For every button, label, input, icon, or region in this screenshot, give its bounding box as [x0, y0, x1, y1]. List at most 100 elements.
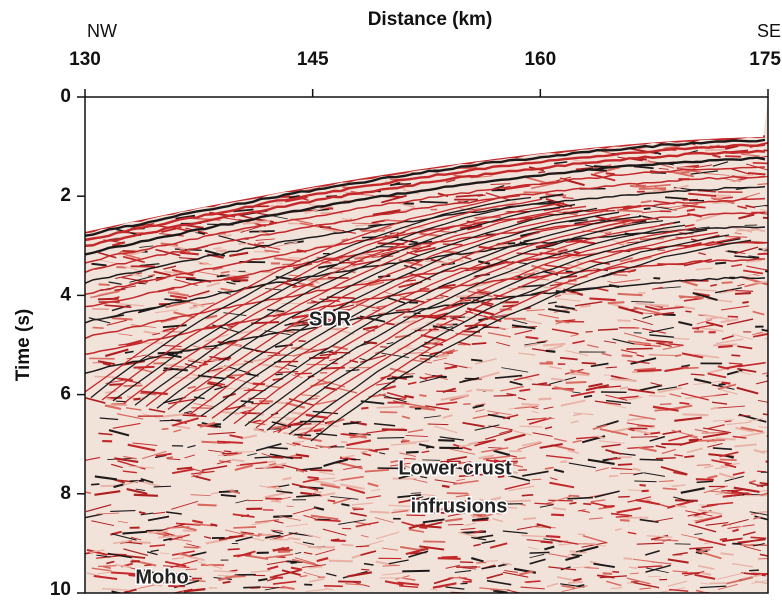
texture-stroke	[653, 305, 669, 306]
texture-stroke	[715, 263, 726, 264]
texture-stroke	[582, 363, 596, 364]
texture-stroke	[663, 488, 677, 489]
texture-stroke	[420, 395, 427, 396]
texture-stroke	[683, 414, 709, 415]
texture-stroke	[649, 355, 677, 356]
x-axis-label: Distance (km)	[368, 9, 493, 30]
texture-stroke	[162, 429, 169, 430]
texture-stroke	[375, 449, 389, 450]
texture-stroke	[352, 223, 380, 224]
texture-stroke	[612, 572, 619, 573]
texture-stroke	[701, 432, 729, 433]
texture-stroke	[548, 500, 573, 501]
texture-stroke	[224, 451, 231, 452]
texture-stroke	[377, 438, 404, 439]
texture-stroke	[176, 277, 196, 278]
texture-stroke	[286, 332, 295, 333]
texture-stroke	[228, 549, 240, 550]
texture-stroke	[472, 343, 487, 344]
texture-stroke	[238, 243, 247, 244]
texture-stroke	[543, 344, 565, 346]
texture-stroke	[139, 512, 145, 513]
texture-stroke	[705, 149, 725, 150]
texture-stroke	[98, 299, 119, 300]
texture-stroke	[331, 539, 340, 540]
texture-stroke	[494, 395, 514, 396]
texture-stroke	[233, 527, 256, 528]
texture-stroke	[356, 546, 370, 547]
texture-stroke	[522, 495, 533, 496]
texture-stroke	[361, 408, 368, 409]
texture-stroke	[402, 440, 410, 441]
texture-stroke	[617, 320, 630, 321]
texture-stroke	[520, 426, 543, 427]
texture-stroke	[623, 558, 632, 559]
texture-stroke	[154, 486, 171, 487]
texture-stroke	[383, 565, 400, 566]
texture-stroke	[198, 505, 217, 506]
texture-stroke	[637, 370, 661, 371]
texture-stroke	[580, 306, 590, 307]
texture-stroke	[631, 437, 658, 438]
texture-stroke	[722, 282, 733, 283]
texture-stroke	[329, 561, 353, 562]
texture-stroke	[419, 527, 427, 528]
texture-stroke	[382, 429, 407, 430]
texture-stroke	[609, 458, 621, 459]
texture-stroke	[684, 456, 694, 457]
y-tick-label: 2	[60, 185, 71, 206]
seismic-image	[80, 97, 782, 596]
texture-stroke	[476, 563, 486, 564]
texture-stroke	[254, 252, 269, 253]
texture-stroke	[134, 495, 158, 496]
texture-stroke	[648, 576, 661, 577]
texture-stroke	[546, 351, 556, 352]
texture-stroke	[606, 173, 615, 174]
texture-stroke	[328, 500, 336, 501]
texture-stroke	[222, 453, 238, 454]
texture-stroke	[402, 571, 429, 572]
texture-stroke	[538, 399, 551, 400]
texture-stroke	[184, 547, 199, 548]
texture-stroke	[438, 558, 461, 559]
texture-stroke	[160, 420, 182, 421]
texture-stroke	[572, 555, 583, 556]
texture-stroke	[134, 399, 141, 400]
texture-stroke	[731, 355, 740, 356]
texture-stroke	[262, 272, 274, 273]
texture-stroke	[288, 538, 300, 539]
texture-stroke	[598, 329, 618, 330]
texture-stroke	[569, 496, 580, 497]
texture-stroke	[158, 358, 176, 359]
texture-stroke	[258, 243, 264, 244]
texture-stroke	[370, 512, 390, 513]
texture-stroke	[608, 302, 625, 303]
texture-stroke	[358, 434, 369, 435]
texture-stroke	[546, 536, 560, 537]
y-tick-label: 0	[60, 86, 71, 107]
texture-stroke	[240, 407, 252, 408]
texture-stroke	[713, 344, 737, 345]
texture-stroke	[721, 382, 730, 383]
y-tick-label: 4	[60, 284, 71, 305]
texture-stroke	[465, 300, 471, 301]
texture-stroke	[428, 424, 449, 425]
texture-stroke	[583, 504, 591, 505]
texture-stroke	[736, 230, 755, 231]
texture-stroke	[713, 203, 727, 204]
texture-stroke	[505, 500, 531, 501]
texture-stroke	[341, 545, 353, 546]
texture-stroke	[725, 156, 741, 157]
texture-stroke	[620, 520, 630, 521]
texture-stroke	[271, 501, 281, 502]
texture-stroke	[720, 539, 727, 540]
texture-stroke	[361, 569, 369, 570]
figure: Distance (km) Time (s) 13014516017502468…	[0, 0, 782, 600]
texture-stroke	[91, 484, 99, 485]
texture-stroke	[442, 486, 449, 487]
y-axis-label: Time (s)	[13, 309, 34, 382]
texture-stroke	[760, 451, 768, 452]
texture-stroke	[649, 396, 666, 397]
texture-stroke	[420, 202, 448, 203]
y-tick-label: 10	[50, 579, 71, 600]
